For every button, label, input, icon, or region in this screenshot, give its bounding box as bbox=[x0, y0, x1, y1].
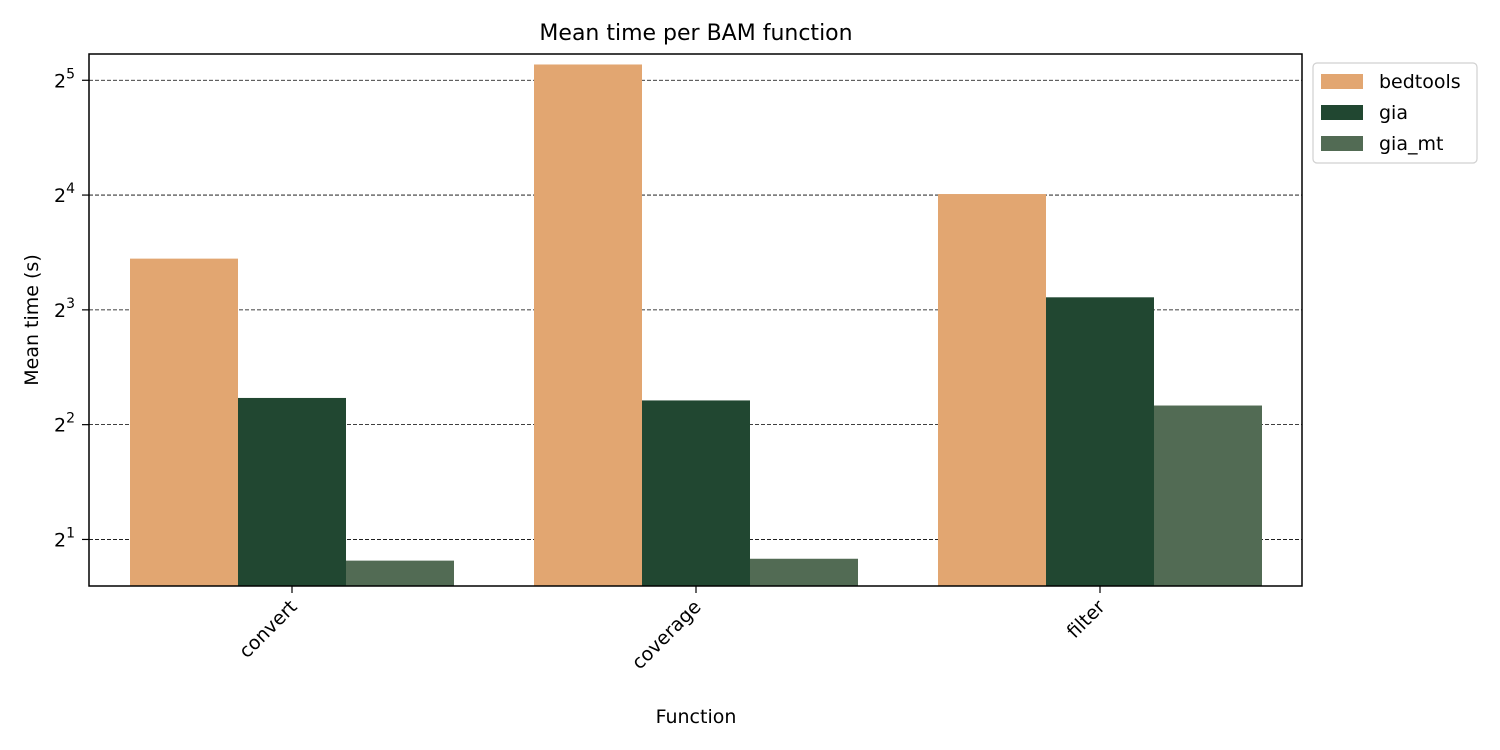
bar-bedtools-coverage bbox=[534, 64, 642, 586]
y-tick-exponent: 1 bbox=[66, 525, 75, 541]
legend-label-bedtools: bedtools bbox=[1379, 71, 1461, 93]
legend-label-gia_mt: gia_mt bbox=[1379, 133, 1443, 155]
y-tick-label: 21 bbox=[54, 525, 75, 551]
legend-swatch-bedtools bbox=[1321, 74, 1363, 89]
x-tick-label: filter bbox=[1063, 596, 1110, 643]
bar-gia-filter bbox=[1046, 297, 1154, 586]
y-tick-label: 24 bbox=[54, 181, 75, 207]
x-axis-ticks: convert coverage filter bbox=[235, 586, 1110, 674]
legend-swatch-gia bbox=[1321, 105, 1363, 120]
bar-gia-coverage bbox=[642, 400, 750, 586]
legend-label-gia: gia bbox=[1379, 102, 1408, 124]
y-tick-exponent: 2 bbox=[66, 411, 75, 427]
y-tick-base: 2 bbox=[54, 415, 66, 437]
y-tick-base: 2 bbox=[54, 300, 66, 322]
bar-gia-convert bbox=[238, 397, 346, 586]
chart-title: Mean time per BAM function bbox=[539, 21, 852, 46]
bar-gia_mt-convert bbox=[346, 560, 454, 586]
x-tick-label: coverage bbox=[628, 596, 706, 674]
y-tick-exponent: 4 bbox=[66, 181, 75, 197]
x-tick-label: convert bbox=[235, 596, 302, 663]
bar-bedtools-filter bbox=[938, 194, 1046, 587]
y-tick-label: 22 bbox=[54, 411, 75, 437]
y-axis-label: Mean time (s) bbox=[21, 254, 43, 386]
y-tick-base: 2 bbox=[54, 529, 66, 551]
legend: bedtools gia gia_mt bbox=[1312, 62, 1478, 164]
y-tick-label: 25 bbox=[54, 66, 75, 92]
y-tick-base: 2 bbox=[54, 70, 66, 92]
x-axis-label: Function bbox=[656, 706, 737, 728]
legend-swatch-gia_mt bbox=[1321, 136, 1363, 151]
bar-gia_mt-coverage bbox=[750, 558, 858, 586]
bar-bedtools-convert bbox=[130, 258, 238, 586]
y-tick-exponent: 3 bbox=[66, 296, 75, 312]
y-tick-base: 2 bbox=[54, 185, 66, 207]
y-tick-exponent: 5 bbox=[66, 66, 75, 82]
y-tick-label: 23 bbox=[54, 296, 75, 322]
bar-gia_mt-filter bbox=[1154, 405, 1262, 586]
bars bbox=[130, 64, 1262, 587]
